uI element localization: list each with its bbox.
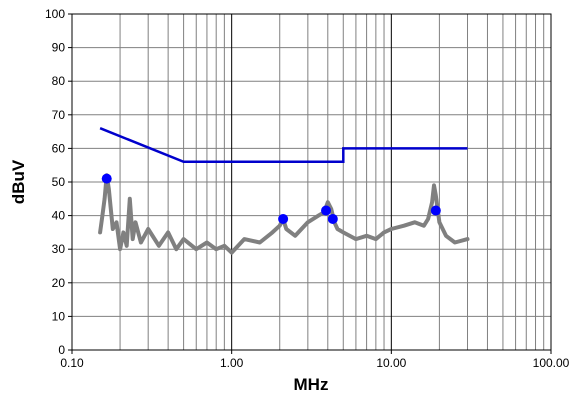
y-tick-label: 70 — [52, 108, 66, 122]
peak-markers — [101, 173, 441, 224]
y-tick-label: 0 — [58, 343, 65, 357]
x-axis-ticks: 0.10 1.00 10.00 100.00 — [60, 350, 570, 370]
limit-series-line — [99, 127, 468, 164]
y-tick-label: 10 — [52, 309, 66, 323]
y-tick-label: 100 — [45, 7, 65, 21]
x-axis-label: MHz — [294, 375, 329, 394]
peak-marker — [101, 173, 112, 184]
y-tick-label: 40 — [52, 209, 66, 223]
x-tick-label: 10.00 — [376, 356, 406, 370]
scan-trace — [98, 173, 470, 255]
peak-marker — [327, 213, 338, 224]
y-tick-label: 90 — [52, 41, 66, 55]
x-tick-label: 1.00 — [220, 356, 244, 370]
y-tick-label: 30 — [52, 242, 66, 256]
y-axis-ticks: 0 10 20 30 40 50 60 70 80 90 100 — [45, 7, 72, 357]
y-tick-label: 50 — [52, 175, 66, 189]
y-axis-label: dBuV — [9, 159, 28, 204]
scan-series-line — [98, 173, 470, 255]
y-tick-label: 80 — [52, 74, 66, 88]
x-tick-label: 0.10 — [60, 356, 84, 370]
y-tick-label: 20 — [52, 276, 66, 290]
peak-marker — [278, 213, 289, 224]
y-tick-label: 60 — [52, 141, 66, 155]
peak-marker — [430, 205, 441, 216]
peak-marker — [321, 205, 332, 216]
x-tick-label: 100.00 — [533, 356, 570, 370]
limit-line — [99, 127, 468, 164]
